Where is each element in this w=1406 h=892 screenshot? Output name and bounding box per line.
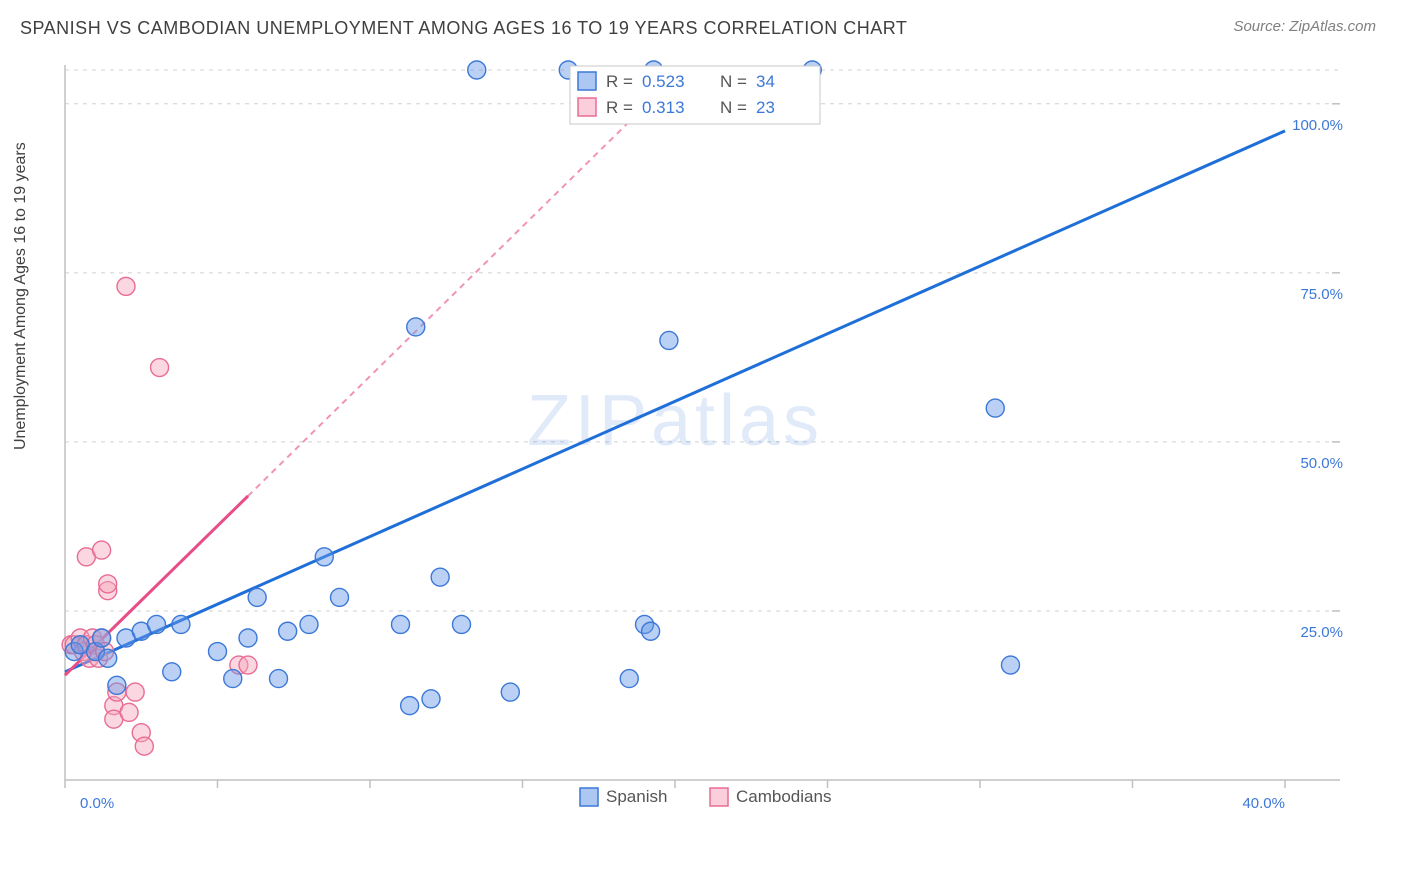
trend-line: [65, 131, 1285, 672]
stats-swatch: [578, 98, 596, 116]
data-point: [300, 615, 318, 633]
x-tick-label: 0.0%: [80, 795, 114, 812]
y-tick-label: 100.0%: [1292, 117, 1343, 134]
data-point: [660, 331, 678, 349]
data-point: [986, 399, 1004, 417]
stats-r-value: 0.313: [642, 98, 685, 117]
data-point: [120, 703, 138, 721]
data-point: [93, 629, 111, 647]
data-point: [1002, 656, 1020, 674]
legend-label: Cambodians: [736, 787, 831, 806]
data-point: [117, 277, 135, 295]
data-point: [422, 690, 440, 708]
data-point: [270, 670, 288, 688]
data-point: [108, 676, 126, 694]
stats-swatch: [578, 72, 596, 90]
data-point: [163, 663, 181, 681]
data-point: [239, 629, 257, 647]
data-point: [468, 61, 486, 79]
data-point: [151, 359, 169, 377]
stats-n-value: 23: [756, 98, 775, 117]
watermark: ZIPatlas: [527, 381, 823, 461]
data-point: [331, 588, 349, 606]
legend-swatch: [580, 788, 598, 806]
data-point: [431, 568, 449, 586]
y-tick-label: 75.0%: [1300, 286, 1343, 303]
data-point: [620, 670, 638, 688]
chart-title: SPANISH VS CAMBODIAN UNEMPLOYMENT AMONG …: [20, 18, 1386, 39]
stats-r-label: R =: [606, 98, 633, 117]
data-point: [642, 622, 660, 640]
scatter-plot: 25.0% 50.0% 75.0% 100.0% 0.0% 40.0% ZIPatlas R …: [60, 60, 1350, 830]
legend-label: Spanish: [606, 787, 667, 806]
data-point: [209, 643, 227, 661]
x-tick-label: 40.0%: [1242, 795, 1285, 812]
data-point: [401, 697, 419, 715]
chart-svg: 25.0% 50.0% 75.0% 100.0% 0.0% 40.0% ZIPatlas R …: [60, 60, 1350, 830]
data-point: [126, 683, 144, 701]
data-point: [501, 683, 519, 701]
data-point: [407, 318, 425, 336]
source-attribution: Source: ZipAtlas.com: [1233, 18, 1376, 35]
data-point: [315, 548, 333, 566]
stats-n-label: N =: [720, 98, 747, 117]
y-axis-label: Unemployment Among Ages 16 to 19 years: [12, 142, 30, 450]
legend-swatch: [710, 788, 728, 806]
data-point: [135, 737, 153, 755]
data-point: [172, 615, 190, 633]
stats-r-value: 0.523: [642, 72, 685, 91]
stats-r-label: R =: [606, 72, 633, 91]
data-point: [392, 615, 410, 633]
data-point: [248, 588, 266, 606]
data-point: [93, 541, 111, 559]
stats-n-value: 34: [756, 72, 775, 91]
data-point: [148, 615, 166, 633]
data-point: [239, 656, 257, 674]
y-tick-label: 50.0%: [1300, 455, 1343, 472]
data-point: [99, 649, 117, 667]
data-point: [453, 615, 471, 633]
data-point: [224, 670, 242, 688]
data-point: [99, 575, 117, 593]
data-point: [279, 622, 297, 640]
y-tick-label: 25.0%: [1300, 624, 1343, 641]
stats-n-label: N =: [720, 72, 747, 91]
